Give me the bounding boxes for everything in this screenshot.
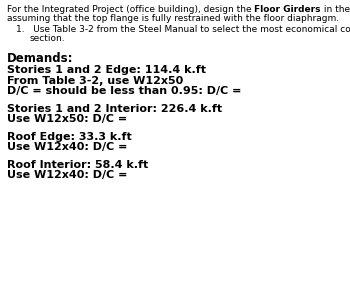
- Text: assuming that the top flange is fully restrained with the floor diaphragm.: assuming that the top flange is fully re…: [7, 14, 339, 23]
- Text: Use W12x40: D/C =: Use W12x40: D/C =: [7, 170, 127, 180]
- Text: Use W12x50: D/C =: Use W12x50: D/C =: [7, 114, 127, 124]
- Text: D/C = should be less than 0.95: D/C =: D/C = should be less than 0.95: D/C =: [7, 86, 241, 96]
- Text: Stories 1 and 2 Edge: 114.4 k.ft: Stories 1 and 2 Edge: 114.4 k.ft: [7, 65, 206, 75]
- Text: Stories 1 and 2 Interior: 226.4 k.ft: Stories 1 and 2 Interior: 226.4 k.ft: [7, 104, 222, 114]
- Text: From Table 3-2, use W12x50: From Table 3-2, use W12x50: [7, 76, 183, 85]
- Text: Roof Interior: 58.4 k.ft: Roof Interior: 58.4 k.ft: [7, 159, 148, 169]
- Text: section.: section.: [30, 34, 66, 43]
- Text: For the Integrated Project (office building), design the: For the Integrated Project (office build…: [7, 5, 254, 14]
- Text: Roof Edge: 33.3 k.ft: Roof Edge: 33.3 k.ft: [7, 131, 132, 142]
- Text: 1.   Use Table 3-2 from the Steel Manual to select the most economical compact: 1. Use Table 3-2 from the Steel Manual t…: [16, 25, 350, 34]
- Text: Floor Girders: Floor Girders: [254, 5, 321, 14]
- Text: in the gravity-only system,: in the gravity-only system,: [321, 5, 350, 14]
- Text: Demands:: Demands:: [7, 52, 74, 65]
- Text: Use W12x40: D/C =: Use W12x40: D/C =: [7, 142, 127, 152]
